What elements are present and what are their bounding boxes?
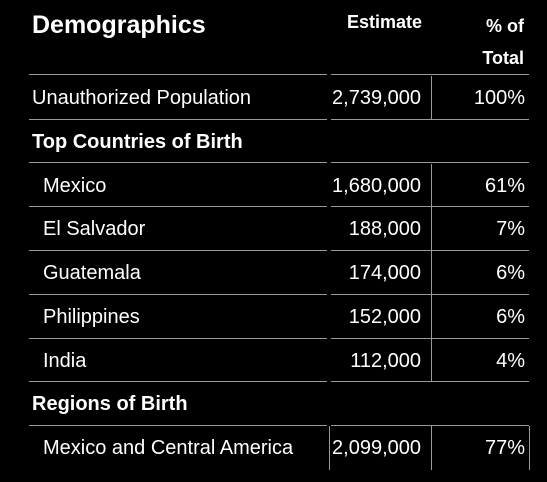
column-divider (431, 76, 432, 120)
row-label: Unauthorized Population (32, 87, 252, 109)
row-label: India (43, 350, 87, 372)
header-divider (331, 74, 529, 75)
section-header-regions: Regions of Birth (0, 382, 547, 426)
column-divider (431, 426, 432, 470)
row-percent: 4% (496, 350, 525, 372)
row-divider (29, 381, 327, 382)
section-label: Top Countries of Birth (32, 131, 243, 153)
row-percent: 6% (496, 262, 525, 284)
column-divider (431, 164, 432, 381)
column-divider (529, 426, 530, 470)
table-row-mexico-central-america: Mexico and Central America 2,099,000 77% (0, 426, 547, 470)
table-title: Demographics (32, 11, 206, 39)
column-header-percent: % of Total (430, 10, 524, 74)
row-estimate: 174,000 (348, 262, 421, 284)
table-row-unauthorized-population: Unauthorized Population 2,739,000 100% (0, 76, 547, 120)
row-divider (331, 425, 529, 426)
row-divider (331, 162, 529, 163)
row-divider (29, 338, 327, 339)
table-row-el-salvador: El Salvador 188,000 7% (0, 207, 547, 251)
row-percent: 100% (473, 87, 525, 109)
row-label: El Salvador (43, 218, 146, 240)
row-divider (29, 250, 327, 251)
row-estimate: 188,000 (348, 218, 421, 240)
row-divider (29, 294, 327, 295)
row-divider (29, 425, 327, 426)
table-row-mexico: Mexico 1,680,000 61% (0, 164, 547, 208)
column-header-percent-line1: % of (486, 16, 524, 36)
row-percent: 7% (496, 218, 525, 240)
row-label: Mexico (43, 175, 107, 197)
table-row-philippines: Philippines 152,000 6% (0, 295, 547, 339)
column-divider (329, 426, 330, 470)
row-divider (331, 294, 529, 295)
section-label: Regions of Birth (32, 393, 188, 415)
row-estimate: 2,099,000 (332, 437, 421, 459)
header-divider (29, 74, 327, 75)
row-percent: 61% (484, 175, 525, 197)
row-percent: 77% (484, 437, 525, 459)
row-label: Philippines (43, 306, 140, 328)
column-header-percent-line2: Total (482, 48, 524, 68)
column-header-estimate: Estimate (346, 12, 422, 32)
row-percent: 6% (496, 306, 525, 328)
row-divider (331, 381, 529, 382)
table-row-india: India 112,000 4% (0, 339, 547, 383)
row-estimate: 2,739,000 (332, 87, 421, 109)
row-estimate: 112,000 (350, 350, 421, 372)
row-divider (29, 162, 327, 163)
row-divider (331, 338, 529, 339)
row-divider (331, 206, 529, 207)
row-divider (29, 206, 327, 207)
row-label: Guatemala (43, 262, 141, 284)
row-divider (29, 119, 327, 120)
section-header-top-countries: Top Countries of Birth (0, 120, 547, 164)
row-estimate: 152,000 (348, 306, 421, 328)
row-estimate: 1,680,000 (332, 175, 421, 197)
row-divider (331, 119, 529, 120)
row-divider (331, 250, 529, 251)
row-label: Mexico and Central America (43, 437, 294, 459)
table-row-guatemala: Guatemala 174,000 6% (0, 251, 547, 295)
